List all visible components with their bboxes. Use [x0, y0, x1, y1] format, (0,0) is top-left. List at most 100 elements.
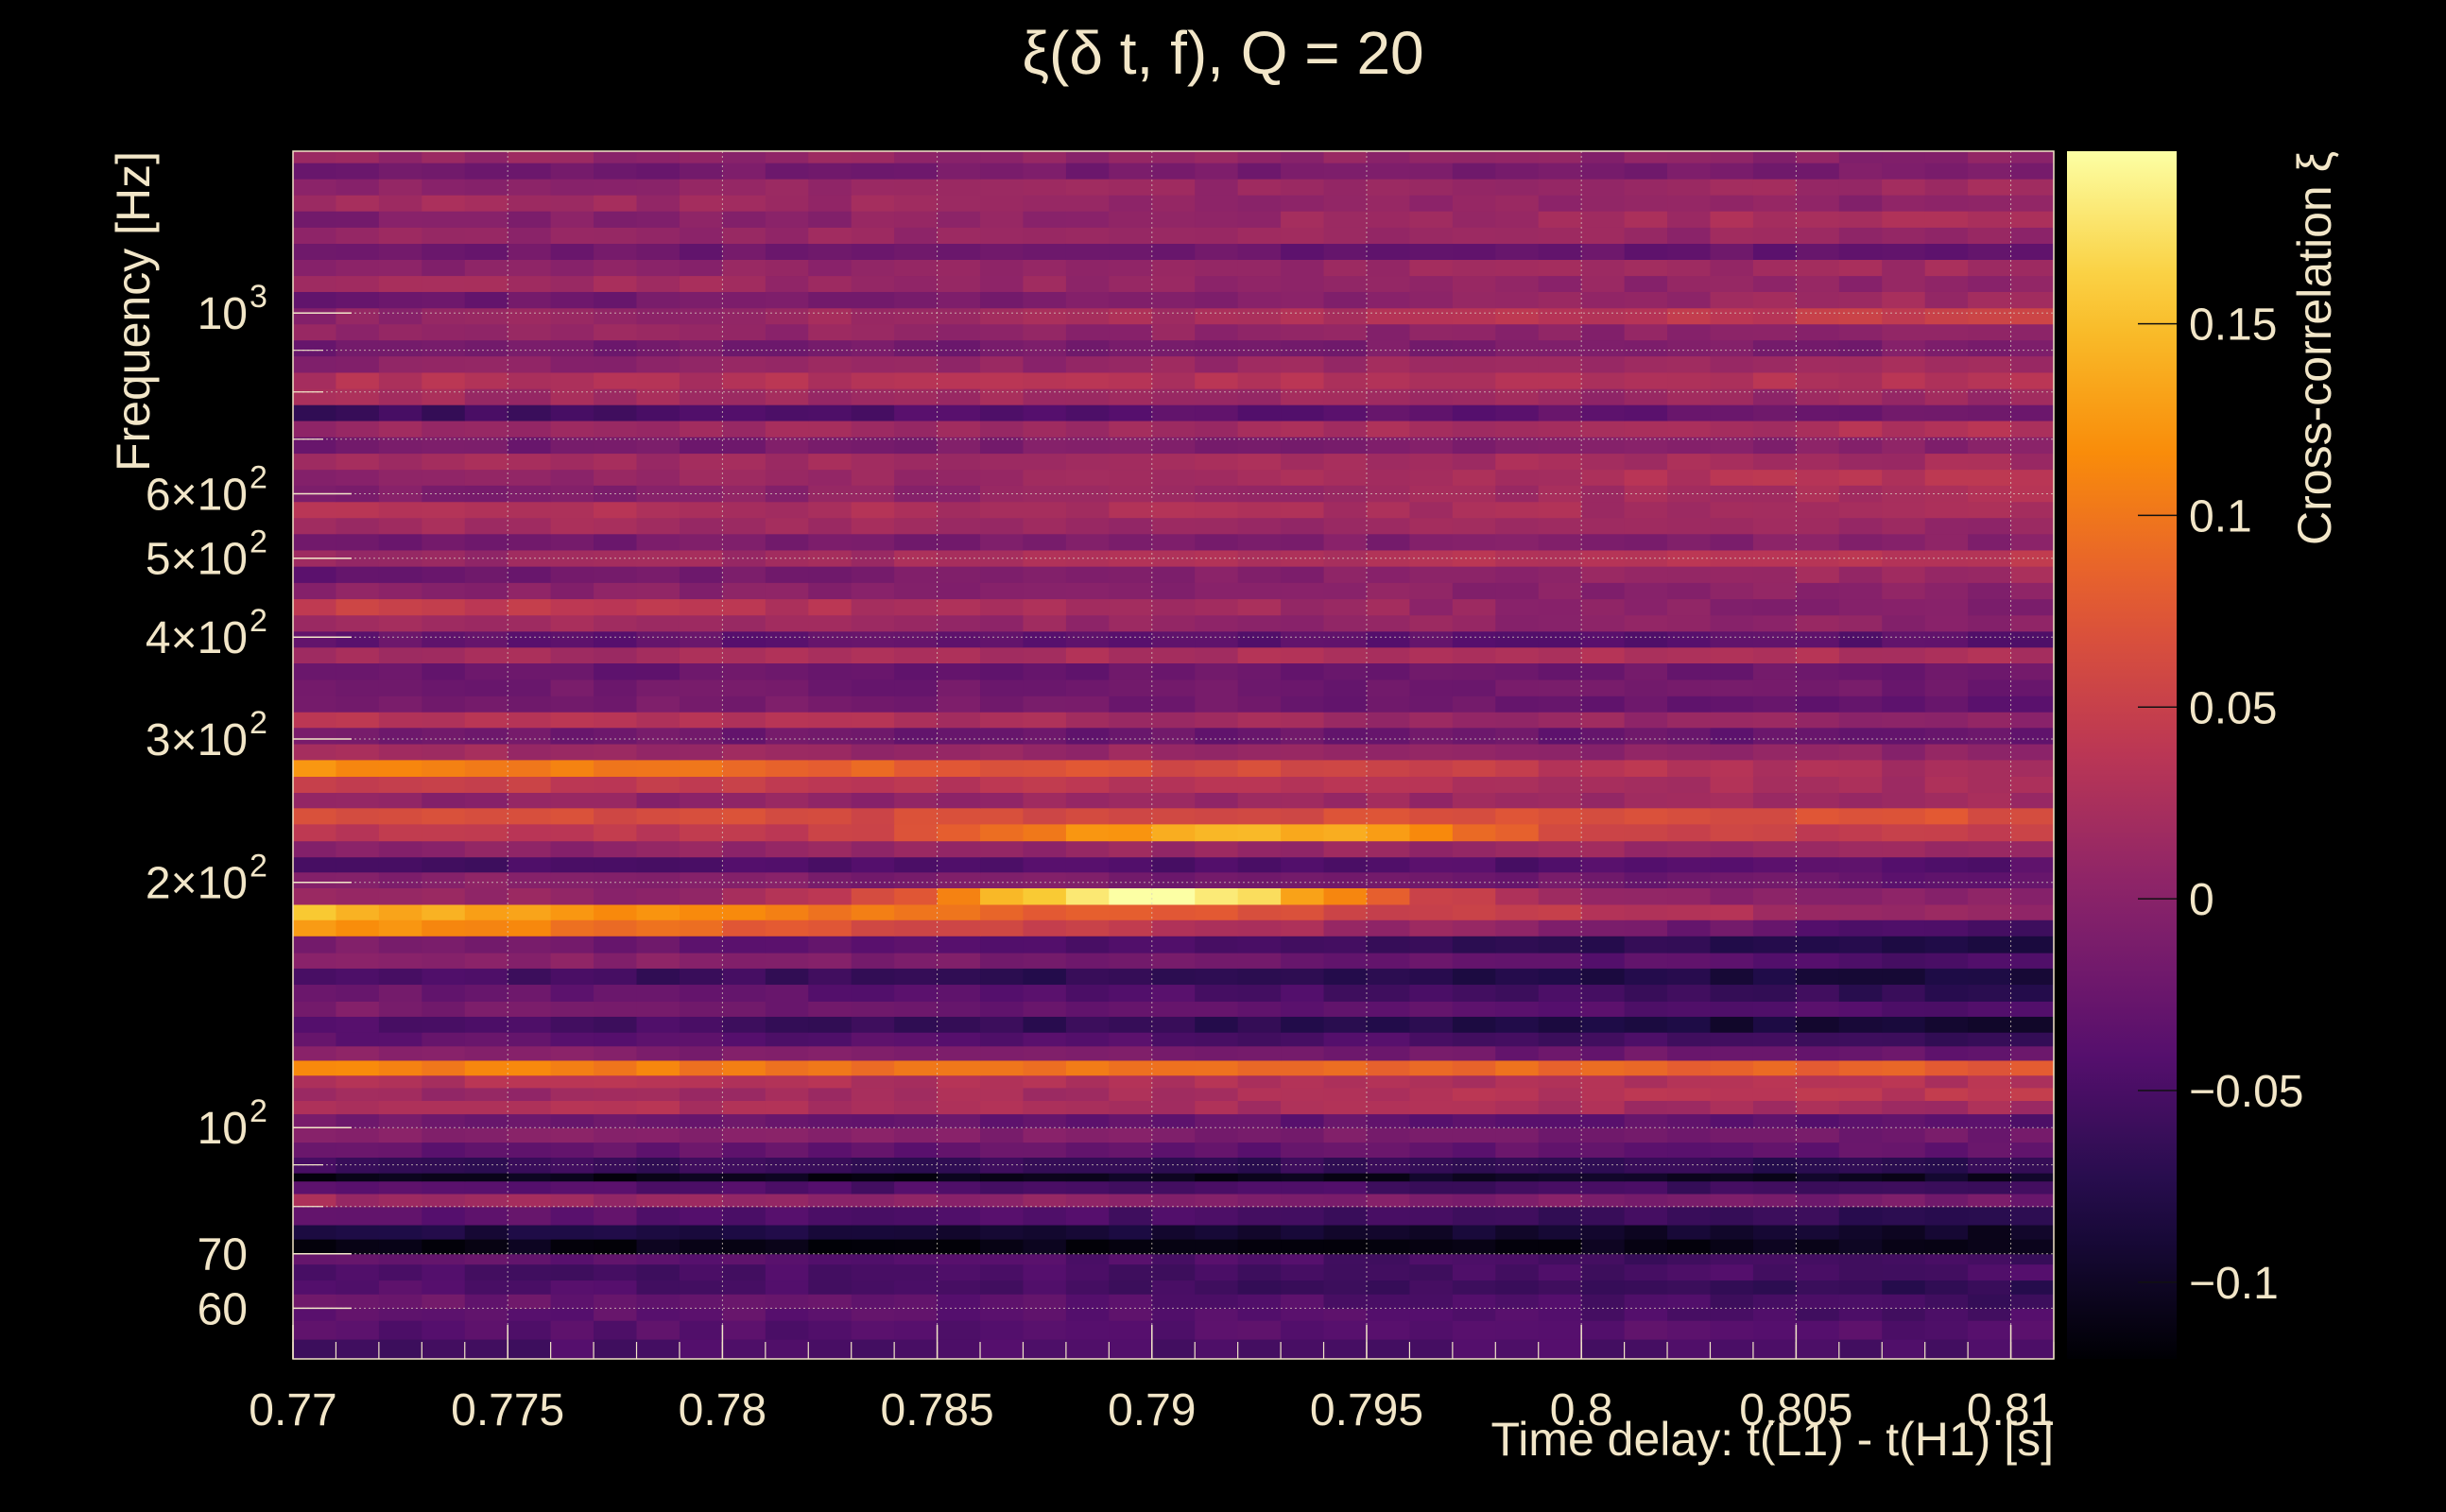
heatmap-cell [464, 1016, 508, 1033]
heatmap-cell [1023, 1087, 1067, 1101]
heatmap-cell [594, 1239, 638, 1255]
heatmap-cell [851, 485, 895, 503]
heatmap-cell [1752, 1320, 1797, 1340]
heatmap-cell [679, 614, 723, 632]
heatmap-cell [1237, 919, 1282, 936]
heatmap-cell [636, 469, 680, 486]
heatmap-cell [937, 1016, 981, 1033]
heatmap-cell [293, 840, 337, 858]
heatmap-cell [1538, 1263, 1582, 1281]
heatmap-cell [1752, 566, 1797, 583]
heatmap-cell [1237, 840, 1282, 858]
heatmap-cell [1065, 712, 1110, 729]
heatmap-cell [1667, 903, 1712, 920]
heatmap-cell [1109, 1087, 1153, 1101]
heatmap-cell [679, 903, 723, 920]
heatmap-cell [851, 856, 895, 873]
heatmap-cell [808, 1032, 853, 1047]
heatmap-cell [336, 323, 380, 341]
heatmap-cell [1023, 469, 1067, 486]
heatmap-cell [1452, 453, 1496, 471]
heatmap-cell [851, 919, 895, 936]
heatmap-cell [1581, 227, 1626, 245]
heatmap-cell [1109, 792, 1153, 809]
heatmap-cell [1281, 807, 1325, 825]
heatmap-cell [1452, 339, 1496, 357]
heatmap-cell [1065, 984, 1110, 1002]
heatmap-cell [1109, 1320, 1153, 1340]
heatmap-cell [1968, 404, 2012, 421]
heatmap-cell [1281, 1087, 1325, 1101]
heatmap-cell [378, 953, 422, 969]
heatmap-cell [894, 1193, 939, 1208]
heatmap-cell [980, 1320, 1025, 1340]
heatmap-cell [851, 179, 895, 196]
heatmap-cell [336, 856, 380, 873]
heatmap-cell [336, 1280, 380, 1295]
heatmap-cell [1710, 598, 1754, 616]
heatmap-cell [2010, 1239, 2054, 1255]
heatmap-cell [1452, 275, 1496, 292]
heatmap-cell [336, 549, 380, 567]
heatmap-cell [980, 437, 1025, 455]
heatmap-cell [1710, 614, 1754, 632]
heatmap-cell [594, 1032, 638, 1047]
heatmap-cell [851, 662, 895, 680]
heatmap-cell [293, 953, 337, 969]
heatmap-cell [2010, 1100, 2054, 1115]
heatmap-cell [1624, 1100, 1668, 1115]
heatmap-cell [378, 1180, 422, 1194]
heatmap-cell [1065, 840, 1110, 858]
heatmap-cell [378, 549, 422, 567]
heatmap-cell [1581, 614, 1626, 632]
heatmap-cell [1838, 195, 1883, 212]
heatmap-cell [464, 1100, 508, 1115]
heatmap-cell [464, 388, 508, 405]
heatmap-cell [1838, 1253, 1883, 1265]
heatmap-cell [1882, 696, 1926, 713]
heatmap-cell [851, 712, 895, 729]
heatmap-cell [1882, 840, 1926, 858]
heatmap-cell [808, 1294, 853, 1310]
heatmap-cell [1538, 501, 1582, 519]
heatmap-cell [722, 968, 767, 986]
heatmap-cell [765, 1074, 809, 1089]
heatmap-cell [722, 388, 767, 405]
heatmap-cell [1237, 1320, 1282, 1340]
y-tick-exponent: 3 [250, 279, 267, 315]
heatmap-cell [1796, 517, 1840, 535]
heatmap-cell [722, 1113, 767, 1128]
heatmap-cell [2010, 1224, 2054, 1240]
heatmap-cell [679, 1253, 723, 1265]
heatmap-cell [293, 453, 337, 471]
heatmap-cell [422, 469, 466, 486]
heatmap-cell [1065, 1339, 1110, 1359]
heatmap-cell [1538, 1059, 1582, 1076]
heatmap-cell [422, 307, 466, 325]
heatmap-cell [1109, 211, 1153, 228]
heatmap-cell [1023, 1320, 1067, 1340]
heatmap-cell [1151, 1239, 1196, 1255]
heatmap-cell [1366, 712, 1411, 729]
heatmap-cell [1968, 259, 2012, 277]
heatmap-cell [1838, 903, 1883, 920]
heatmap-cell [1581, 743, 1626, 761]
heatmap-cell [1667, 1339, 1712, 1359]
heatmap-cell [1538, 614, 1582, 632]
heatmap-cell [378, 339, 422, 357]
heatmap-cell [293, 823, 337, 842]
heatmap-cell [1237, 453, 1282, 471]
heatmap-cell [1581, 195, 1626, 212]
heatmap-cell [980, 355, 1025, 373]
heatmap-cell [1023, 227, 1067, 245]
heatmap-cell [1624, 727, 1668, 745]
heatmap-cell [1237, 696, 1282, 713]
heatmap-cell [550, 1142, 594, 1159]
heatmap-cell [1409, 1032, 1454, 1047]
heatmap-cell [1452, 1016, 1496, 1033]
heatmap-cell [808, 582, 853, 600]
heatmap-cell [1667, 792, 1712, 809]
heatmap-cell [1710, 696, 1754, 713]
heatmap-cell [1452, 871, 1496, 888]
heatmap-cell [1796, 1239, 1840, 1255]
